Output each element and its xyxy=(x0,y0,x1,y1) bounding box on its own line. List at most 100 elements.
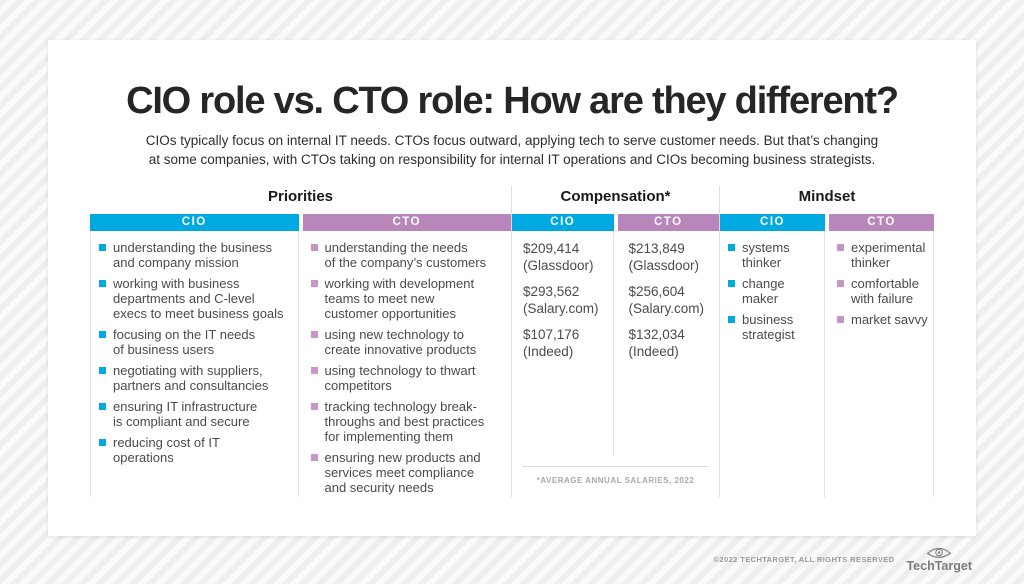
salary-entry: $213,849 (Glassdoor) xyxy=(629,240,720,274)
bullet-square-icon xyxy=(837,316,844,323)
column-header-cto: CTO xyxy=(829,214,934,231)
list-item: comfortable with failure xyxy=(837,276,933,306)
list-item: systems thinker xyxy=(728,240,824,270)
salary-source: (Salary.com) xyxy=(628,301,705,316)
list-item-text: understanding the business and company m… xyxy=(113,240,273,270)
list-item: change maker xyxy=(728,276,824,306)
salary-amount: $209,414 xyxy=(523,241,580,256)
compensation-cto-list: $213,849 (Glassdoor) $256,604 (Salary.co… xyxy=(618,231,720,455)
eye-icon xyxy=(926,547,952,559)
salary-source: (Glassdoor) xyxy=(628,258,700,273)
section-mindset: Mindset CIO systems thinker change maker… xyxy=(720,186,934,497)
brand-text: TechTarget xyxy=(906,559,972,573)
page-footer: ©2022 TECHTARGET, ALL RIGHTS RESERVED Te… xyxy=(714,546,972,573)
copyright-text: ©2022 TECHTARGET, ALL RIGHTS RESERVED xyxy=(713,554,895,564)
bullet-square-icon xyxy=(99,403,106,410)
bullet-square-icon xyxy=(99,280,106,287)
list-item: business strategist xyxy=(728,312,824,342)
salary-entry: $132,034 (Indeed) xyxy=(629,326,720,360)
list-item-text: ensuring new products and services meet … xyxy=(324,450,481,495)
list-item-text: tracking technology break- throughs and … xyxy=(324,399,485,444)
mindset-cto-list: experimental thinker comfortable with fa… xyxy=(829,231,934,497)
list-item-text: market savvy xyxy=(851,312,928,327)
list-item-text: working with business departments and C-… xyxy=(113,276,284,321)
salary-source: (Indeed) xyxy=(628,344,679,359)
infographic-card: CIO role vs. CTO role: How are they diff… xyxy=(48,40,976,536)
section-priorities: Priorities CIO understanding the busines… xyxy=(90,186,511,497)
list-item: tracking technology break- throughs and … xyxy=(310,399,512,444)
compensation-cio-column: CIO $209,414 (Glassdoor) $293,562 (Salar… xyxy=(512,214,614,455)
column-header-cto: CTO xyxy=(302,214,511,231)
section-title-compensation: Compensation* xyxy=(560,188,671,205)
list-item: understanding the needs of the company’s… xyxy=(310,240,512,270)
list-item: using new technology to create innovativ… xyxy=(310,327,512,357)
salary-footnote: *AVERAGE ANNUAL SALARIES, 2022 xyxy=(522,466,709,485)
salary-source: (Glassdoor) xyxy=(523,258,594,273)
bullet-square-icon xyxy=(99,244,106,251)
priorities-cto-column: CTO understanding the needs of the compa… xyxy=(302,214,511,497)
salary-source: (Salary.com) xyxy=(523,301,599,316)
list-item-text: using technology to thwart competitors xyxy=(324,363,476,393)
list-item-text: comfortable with failure xyxy=(851,276,919,306)
bullet-square-icon xyxy=(310,367,318,374)
comparison-grid: Priorities CIO understanding the busines… xyxy=(90,186,934,497)
salary-entry: $107,176 (Indeed) xyxy=(523,326,613,360)
bullet-square-icon xyxy=(310,331,318,338)
salary-entry: $256,604 (Salary.com) xyxy=(629,283,720,317)
mindset-cio-list: systems thinker change maker business st… xyxy=(720,231,825,497)
list-item: working with business departments and C-… xyxy=(99,276,298,321)
mindset-cio-column: CIO systems thinker change maker busines… xyxy=(720,214,825,497)
list-item: ensuring new products and services meet … xyxy=(310,450,512,495)
column-header-cio: CIO xyxy=(720,214,825,231)
mindset-cto-column: CTO experimental thinker comfortable wit… xyxy=(829,214,934,497)
list-item-text: focusing on the IT needs of business use… xyxy=(113,327,256,357)
column-header-cio: CIO xyxy=(512,214,614,231)
bullet-square-icon xyxy=(728,280,735,287)
salary-amount: $293,562 xyxy=(523,284,580,299)
priorities-cto-list: understanding the needs of the company’s… xyxy=(303,231,512,501)
list-item: focusing on the IT needs of business use… xyxy=(99,327,298,357)
bullet-square-icon xyxy=(99,331,106,338)
bullet-square-icon xyxy=(310,403,318,410)
list-item: using technology to thwart competitors xyxy=(310,363,512,393)
list-item-text: negotiating with suppliers, partners and… xyxy=(113,363,269,393)
bullet-square-icon xyxy=(310,244,318,251)
list-item: market savvy xyxy=(837,312,933,327)
page-subtitle: CIOs typically focus on internal IT need… xyxy=(145,133,879,167)
bullet-square-icon xyxy=(728,244,735,251)
list-item-text: reducing cost of IT operations xyxy=(113,435,220,465)
techtarget-logo: TechTarget xyxy=(906,546,972,573)
salary-source: (Indeed) xyxy=(523,344,574,359)
section-title-mindset: Mindset xyxy=(798,188,856,205)
priorities-columns: CIO understanding the business and compa… xyxy=(90,214,511,497)
list-item-text: using new technology to create innovativ… xyxy=(324,327,477,357)
mindset-columns: CIO systems thinker change maker busines… xyxy=(720,214,934,497)
priorities-cio-column: CIO understanding the business and compa… xyxy=(90,214,299,497)
bullet-square-icon xyxy=(728,316,735,323)
list-item-text: understanding the needs of the company’s… xyxy=(324,240,487,270)
salary-entry: $209,414 (Glassdoor) xyxy=(523,240,613,274)
list-item-text: systems thinker xyxy=(742,240,790,270)
salary-amount: $213,849 xyxy=(628,241,685,256)
list-item-text: ensuring IT infrastructure is compliant … xyxy=(113,399,258,429)
column-header-cio: CIO xyxy=(90,214,299,231)
list-item-text: business strategist xyxy=(742,312,795,342)
bullet-square-icon xyxy=(99,367,106,374)
bullet-square-icon xyxy=(310,280,318,287)
bullet-square-icon xyxy=(837,244,844,251)
list-item: ensuring IT infrastructure is compliant … xyxy=(99,399,298,429)
compensation-columns: CIO $209,414 (Glassdoor) $293,562 (Salar… xyxy=(512,214,719,455)
salary-amount: $132,034 xyxy=(628,327,685,342)
bullet-square-icon xyxy=(837,280,844,287)
list-item: reducing cost of IT operations xyxy=(99,435,298,465)
list-item: experimental thinker xyxy=(837,240,933,270)
list-item: negotiating with suppliers, partners and… xyxy=(99,363,298,393)
page-title: CIO role vs. CTO role: How are they diff… xyxy=(126,80,899,122)
bullet-square-icon xyxy=(310,454,318,461)
salary-amount: $256,604 xyxy=(628,284,685,299)
column-header-cto: CTO xyxy=(617,214,719,231)
list-item-text: change maker xyxy=(742,276,785,306)
list-item-text: working with development teams to meet n… xyxy=(324,276,475,321)
list-item-text: experimental thinker xyxy=(851,240,926,270)
list-item: working with development teams to meet n… xyxy=(310,276,512,321)
